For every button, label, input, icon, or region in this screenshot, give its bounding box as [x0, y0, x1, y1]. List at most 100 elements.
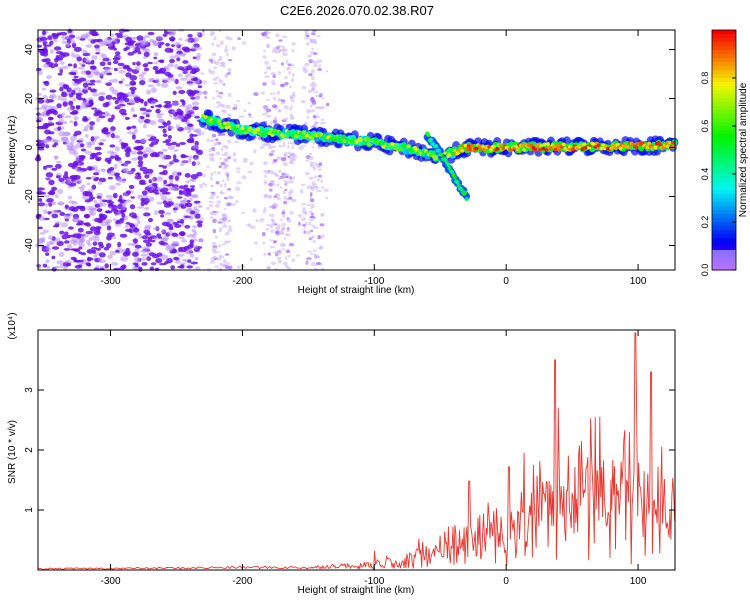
- sparse-echo: [315, 256, 321, 258]
- branch-cell: [452, 175, 457, 180]
- sparse-echo: [216, 210, 220, 214]
- sparse-echo: [227, 139, 232, 144]
- noise-echo: [102, 57, 110, 62]
- noise-echo: [118, 138, 123, 144]
- noise-echo: [132, 114, 138, 118]
- noise-echo: [62, 84, 68, 89]
- sparse-echo: [288, 191, 292, 196]
- noise-echo: [35, 119, 42, 123]
- noise-echo: [99, 252, 106, 258]
- noise-echo: [105, 133, 111, 138]
- noise-echo: [150, 100, 157, 105]
- sparse-echo: [319, 223, 325, 227]
- noise-echo: [172, 154, 177, 160]
- noise-echo: [167, 135, 172, 139]
- signal-cell: [552, 144, 557, 149]
- colorbar-band: [712, 30, 736, 35]
- noise-echo: [169, 223, 174, 229]
- noise-echo: [92, 241, 98, 246]
- signal-cell: [582, 142, 587, 146]
- noise-echo: [185, 180, 190, 184]
- colorbar-band: [712, 118, 736, 123]
- noise-echo: [185, 202, 193, 208]
- noise-echo: [69, 120, 74, 123]
- noise-echo: [89, 65, 96, 70]
- noise-echo: [82, 128, 89, 132]
- sparse-echo: [222, 243, 226, 246]
- sparse-echo: [270, 71, 276, 76]
- sparse-echo: [242, 159, 248, 163]
- noise-echo: [127, 52, 134, 56]
- noise-echo: [106, 225, 112, 231]
- sparse-echo: [264, 174, 267, 179]
- branch-cell: [436, 148, 441, 153]
- noise-echo: [125, 151, 131, 158]
- sparse-echo: [281, 209, 286, 212]
- sparse-echo: [289, 113, 293, 118]
- sparse-echo: [288, 85, 292, 89]
- colorbar-band: [712, 74, 736, 79]
- sparse-echo: [280, 62, 285, 66]
- sparse-echo: [215, 101, 221, 104]
- colorbar-band: [712, 206, 736, 211]
- noise-echo: [77, 220, 84, 226]
- noise-echo: [119, 179, 126, 184]
- sparse-echo: [227, 188, 232, 191]
- sparse-echo: [311, 38, 317, 43]
- noise-echo: [191, 229, 196, 233]
- noise-echo: [178, 247, 182, 252]
- noise-echo: [46, 75, 52, 80]
- noise-echo: [89, 79, 96, 84]
- sparse-echo: [291, 153, 296, 156]
- sparse-echo: [201, 174, 207, 178]
- signal-cell: [463, 143, 468, 148]
- noise-echo: [78, 89, 83, 93]
- noise-echo: [175, 260, 181, 264]
- noise-echo: [160, 195, 168, 201]
- noise-echo: [73, 87, 81, 91]
- noise-echo: [57, 188, 64, 195]
- sparse-echo: [278, 230, 284, 235]
- sparse-echo: [220, 40, 224, 45]
- sparse-echo: [262, 241, 265, 245]
- sparse-echo: [238, 115, 244, 118]
- sparse-echo: [199, 184, 204, 189]
- sparse-echo: [289, 176, 293, 180]
- noise-echo: [55, 175, 61, 179]
- noise-echo: [186, 73, 192, 77]
- noise-echo: [78, 97, 86, 101]
- snr-xtick-label: 100: [630, 576, 647, 587]
- sparse-echo: [208, 196, 215, 200]
- sparse-echo: [202, 90, 208, 95]
- sparse-echo: [201, 182, 206, 185]
- colorbar-band: [712, 122, 736, 127]
- noise-echo: [151, 151, 159, 158]
- sparse-echo: [266, 31, 271, 34]
- noise-echo: [60, 222, 69, 228]
- noise-echo: [134, 244, 142, 249]
- sparse-echo: [236, 170, 241, 173]
- sparse-echo: [309, 198, 315, 203]
- noise-echo: [68, 200, 76, 204]
- noise-echo: [37, 202, 46, 207]
- colorbar-tick-label: 0.6: [700, 120, 710, 133]
- noise-echo: [105, 94, 113, 100]
- noise-echo: [88, 99, 94, 105]
- sparse-echo: [218, 165, 222, 169]
- sparse-echo: [222, 83, 226, 86]
- noise-echo: [62, 174, 69, 179]
- sparse-echo: [305, 159, 310, 162]
- noise-echo: [133, 146, 141, 150]
- noise-echo: [182, 71, 188, 74]
- sparse-echo: [262, 106, 269, 110]
- colorbar-band: [712, 186, 736, 191]
- colorbar-band: [712, 234, 736, 239]
- sparse-echo: [266, 114, 272, 118]
- noise-echo: [123, 64, 130, 68]
- noise-echo: [54, 155, 58, 160]
- snr-xtick-label: 0: [503, 576, 509, 587]
- noise-echo: [141, 112, 148, 115]
- colorbar-band: [712, 102, 736, 107]
- noise-echo: [189, 178, 196, 182]
